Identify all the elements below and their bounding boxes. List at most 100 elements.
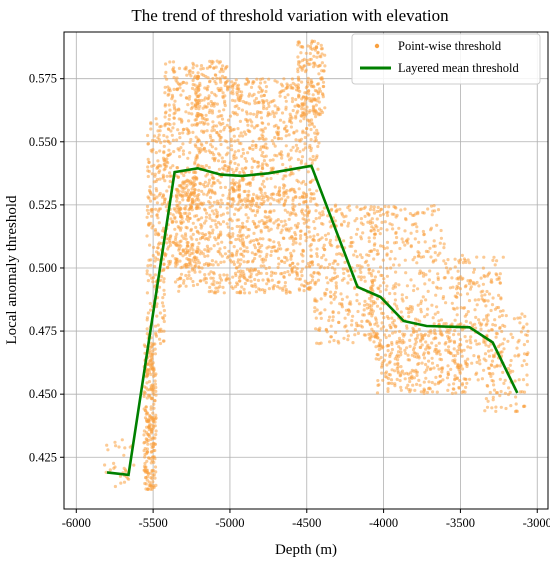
scatter-point bbox=[482, 274, 486, 278]
scatter-point bbox=[180, 234, 184, 238]
scatter-point bbox=[375, 249, 379, 253]
scatter-point bbox=[232, 170, 236, 174]
scatter-point bbox=[279, 152, 283, 156]
scatter-point bbox=[223, 160, 227, 164]
scatter-point bbox=[167, 113, 172, 117]
scatter-point bbox=[491, 323, 495, 327]
scatter-point bbox=[353, 333, 357, 337]
scatter-point bbox=[187, 248, 192, 252]
scatter-point bbox=[514, 402, 518, 406]
scatter-point bbox=[199, 67, 203, 71]
scatter-point bbox=[178, 240, 182, 244]
scatter-point bbox=[200, 266, 204, 270]
x-axis-label: Depth (m) bbox=[275, 542, 337, 558]
scatter-point bbox=[247, 291, 252, 295]
scatter-point bbox=[301, 131, 305, 135]
scatter-point bbox=[331, 261, 335, 265]
scatter-point bbox=[522, 343, 527, 347]
scatter-point bbox=[210, 62, 214, 66]
scatter-point bbox=[414, 222, 418, 226]
scatter-point bbox=[242, 287, 246, 291]
scatter-point bbox=[438, 241, 442, 245]
scatter-point bbox=[399, 373, 403, 377]
scatter-point bbox=[145, 234, 149, 238]
scatter-point bbox=[149, 263, 153, 267]
scatter-point bbox=[455, 313, 459, 317]
scatter-point bbox=[162, 262, 166, 266]
scatter-point bbox=[401, 338, 405, 342]
scatter-point bbox=[207, 249, 211, 253]
scatter-point bbox=[282, 77, 286, 81]
scatter-point bbox=[283, 281, 287, 285]
scatter-point bbox=[397, 226, 401, 230]
scatter-point bbox=[173, 227, 177, 231]
scatter-point bbox=[244, 132, 248, 136]
scatter-point bbox=[146, 169, 150, 173]
scatter-point bbox=[206, 102, 211, 106]
scatter-point bbox=[245, 219, 249, 223]
scatter-point bbox=[437, 367, 441, 371]
legend: Point-wise threshold Layered mean thresh… bbox=[351, 33, 541, 85]
scatter-point bbox=[120, 438, 124, 442]
scatter-point bbox=[446, 364, 450, 368]
scatter-point bbox=[497, 315, 502, 319]
scatter-point bbox=[433, 382, 437, 386]
scatter-point bbox=[396, 371, 400, 375]
scatter-point bbox=[391, 286, 395, 290]
scatter-point bbox=[242, 260, 246, 264]
scatter-point bbox=[219, 88, 223, 92]
scatter-point bbox=[400, 237, 404, 241]
scatter-point bbox=[216, 235, 221, 239]
legend-label-line: Layered mean threshold bbox=[398, 61, 520, 75]
scatter-point bbox=[446, 258, 450, 262]
scatter-point bbox=[403, 258, 407, 262]
scatter-point bbox=[422, 391, 426, 395]
scatter-point bbox=[393, 330, 397, 334]
scatter-point bbox=[122, 466, 126, 470]
scatter-point bbox=[333, 267, 337, 271]
scatter-point bbox=[172, 150, 176, 154]
scatter-point bbox=[314, 209, 318, 213]
scatter-point bbox=[431, 390, 435, 394]
scatter-point bbox=[148, 354, 152, 358]
scatter-point bbox=[483, 340, 487, 344]
scatter-point bbox=[204, 113, 208, 117]
scatter-point bbox=[146, 157, 150, 161]
scatter-point bbox=[371, 269, 375, 273]
scatter-point bbox=[113, 484, 117, 489]
scatter-point bbox=[361, 231, 365, 235]
scatter-point bbox=[304, 162, 308, 166]
scatter-point bbox=[188, 216, 192, 220]
scatter-point bbox=[143, 344, 147, 349]
scatter-point bbox=[149, 405, 153, 409]
scatter-point bbox=[270, 196, 274, 200]
scatter-point bbox=[315, 189, 319, 193]
scatter-point bbox=[333, 204, 337, 208]
scatter-point bbox=[268, 112, 272, 116]
scatter-point bbox=[152, 245, 156, 249]
scatter-point bbox=[168, 60, 172, 64]
scatter-point bbox=[198, 237, 203, 241]
scatter-point bbox=[484, 343, 488, 347]
scatter-point bbox=[143, 455, 147, 459]
scatter-point bbox=[278, 286, 282, 290]
scatter-point bbox=[241, 151, 246, 155]
scatter-point bbox=[188, 151, 192, 155]
scatter-point bbox=[149, 450, 153, 454]
scatter-point bbox=[297, 277, 301, 281]
scatter-point bbox=[375, 297, 380, 301]
scatter-point bbox=[219, 123, 223, 127]
scatter-point bbox=[299, 161, 303, 165]
scatter-point bbox=[332, 338, 336, 343]
scatter-point bbox=[239, 131, 243, 135]
scatter-point bbox=[311, 104, 315, 108]
scatter-point bbox=[167, 185, 171, 189]
scatter-point bbox=[477, 355, 481, 360]
scatter-point bbox=[350, 323, 354, 327]
scatter-point bbox=[274, 249, 278, 253]
scatter-point bbox=[216, 159, 221, 163]
scatter-point bbox=[187, 97, 191, 101]
scatter-point bbox=[144, 465, 148, 469]
scatter-point bbox=[239, 142, 243, 146]
scatter-point bbox=[459, 306, 463, 310]
